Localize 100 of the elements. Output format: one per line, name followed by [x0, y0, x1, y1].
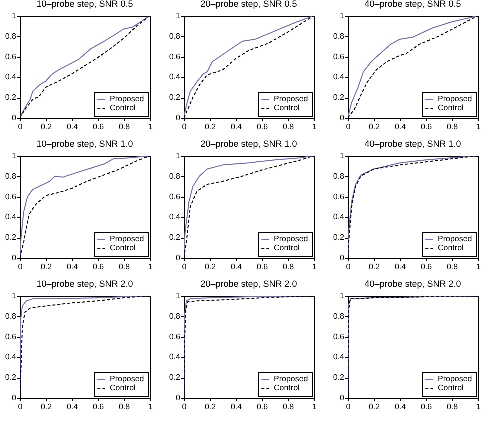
- y-tick-label: 0.6: [5, 52, 18, 62]
- y-tick-label: 0.2: [5, 233, 18, 242]
- legend-label: Control: [110, 384, 136, 392]
- line-series: [184, 296, 314, 398]
- x-tick-label: 1: [312, 262, 318, 272]
- x-tick-label: 0.4: [394, 122, 407, 132]
- line-series: [20, 16, 150, 118]
- y-tick-label: 0.8: [5, 312, 18, 321]
- x-tick-label: 0.4: [66, 122, 79, 132]
- x-tick-label: 1: [312, 122, 318, 132]
- y-tick-label: 0: [12, 394, 18, 402]
- y-tick-label: 0.2: [333, 233, 346, 242]
- x-tick-label: 0.2: [40, 402, 53, 412]
- y-tick-label: 1: [176, 12, 182, 20]
- x-tick-label: 0.6: [420, 122, 433, 132]
- line-series: [184, 16, 314, 118]
- y-tick-label: 0: [340, 254, 346, 262]
- y-tick-label: 1: [12, 292, 18, 300]
- x-tick-label: 1: [476, 122, 482, 132]
- x-tick-label: 0.6: [420, 402, 433, 412]
- x-tick-label: 1: [476, 402, 482, 412]
- line-series: [348, 16, 478, 118]
- legend-label: Control: [274, 244, 300, 252]
- x-tick-label: 0.6: [256, 262, 269, 272]
- y-tick-label: 0.8: [169, 312, 182, 321]
- y-tick-label: 0.4: [333, 352, 346, 362]
- y-tick-label: 0.2: [5, 93, 18, 102]
- legend-label: Control: [274, 384, 300, 392]
- y-tick-label: 1: [340, 152, 346, 160]
- legend-label: Proposed: [438, 374, 472, 384]
- y-tick-label: 0.4: [5, 352, 18, 362]
- x-tick-label: 0: [346, 122, 352, 132]
- x-tick-label: 1: [148, 122, 154, 132]
- y-tick-label: 0.6: [169, 192, 182, 202]
- y-tick-label: 0.6: [169, 52, 182, 62]
- legend-label: Control: [438, 244, 464, 252]
- x-tick-label: 0.8: [282, 262, 295, 272]
- x-tick-label: 0.8: [446, 262, 459, 272]
- y-tick-label: 0.4: [169, 72, 182, 82]
- x-tick-label: 0.2: [204, 122, 217, 132]
- line-series: [20, 156, 150, 258]
- x-tick-label: 1: [476, 262, 482, 272]
- x-tick-label: 0: [182, 262, 188, 272]
- y-tick-label: 1: [12, 152, 18, 160]
- x-tick-label: 0.4: [394, 402, 407, 412]
- x-tick-label: 0.6: [256, 122, 269, 132]
- y-tick-label: 1: [340, 12, 346, 20]
- legend-label: Proposed: [110, 94, 144, 104]
- x-tick-label: 0.2: [368, 262, 381, 272]
- y-tick-label: 0.8: [5, 32, 18, 41]
- y-tick-label: 0: [12, 254, 18, 262]
- y-tick-label: 0.8: [333, 312, 346, 321]
- x-tick-label: 0.4: [394, 262, 407, 272]
- y-tick-label: 0.8: [169, 172, 182, 181]
- y-tick-label: 0.8: [5, 172, 18, 181]
- chart-title: 20–probe step, SNR 0.5: [200, 0, 298, 9]
- chart-title: 10–probe step, SNR 2.0: [36, 279, 134, 289]
- legend-label: Proposed: [110, 374, 144, 384]
- y-tick-label: 0: [176, 254, 182, 262]
- x-tick-label: 0.6: [92, 262, 105, 272]
- y-tick-label: 0: [12, 114, 18, 122]
- x-tick-label: 0: [346, 262, 352, 272]
- y-tick-label: 0.4: [5, 72, 18, 82]
- y-tick-label: 0.6: [5, 192, 18, 202]
- y-tick-label: 0: [340, 114, 346, 122]
- line-series: [348, 156, 478, 258]
- x-tick-label: 0.4: [230, 122, 243, 132]
- y-tick-label: 0: [176, 394, 182, 402]
- x-tick-label: 0.8: [446, 122, 459, 132]
- x-tick-label: 0.2: [204, 402, 217, 412]
- legend-label: Proposed: [438, 234, 472, 244]
- x-tick-label: 0.4: [66, 262, 79, 272]
- x-tick-label: 1: [312, 402, 318, 412]
- x-tick-label: 0.8: [118, 402, 131, 412]
- legend-label: Proposed: [274, 374, 308, 384]
- chart-title: 10–probe step, SNR 1.0: [36, 139, 134, 149]
- chart-title: 20–probe step, SNR 2.0: [200, 279, 298, 289]
- legend-label: Control: [110, 104, 136, 112]
- y-tick-label: 0.2: [333, 373, 346, 382]
- x-tick-label: 0.2: [40, 122, 53, 132]
- y-tick-label: 1: [340, 292, 346, 300]
- y-tick-label: 0.8: [169, 32, 182, 41]
- x-tick-label: 1: [148, 402, 154, 412]
- x-tick-label: 0: [182, 402, 188, 412]
- x-tick-label: 0.8: [118, 262, 131, 272]
- y-tick-label: 0.6: [169, 332, 182, 342]
- legend-label: Proposed: [110, 234, 144, 244]
- chart-title: 20–probe step, SNR 1.0: [200, 139, 298, 149]
- x-tick-label: 0.8: [118, 122, 131, 132]
- x-tick-label: 0.6: [92, 122, 105, 132]
- y-tick-label: 0.2: [333, 93, 346, 102]
- y-tick-label: 0.6: [333, 52, 346, 62]
- legend-label: Control: [274, 104, 300, 112]
- legend-label: Control: [438, 384, 464, 392]
- x-tick-label: 0.6: [256, 402, 269, 412]
- y-tick-label: 0.2: [169, 233, 182, 242]
- x-tick-label: 0.8: [282, 402, 295, 412]
- x-tick-label: 0: [18, 402, 24, 412]
- line-series: [20, 296, 150, 398]
- y-tick-label: 0.8: [333, 172, 346, 181]
